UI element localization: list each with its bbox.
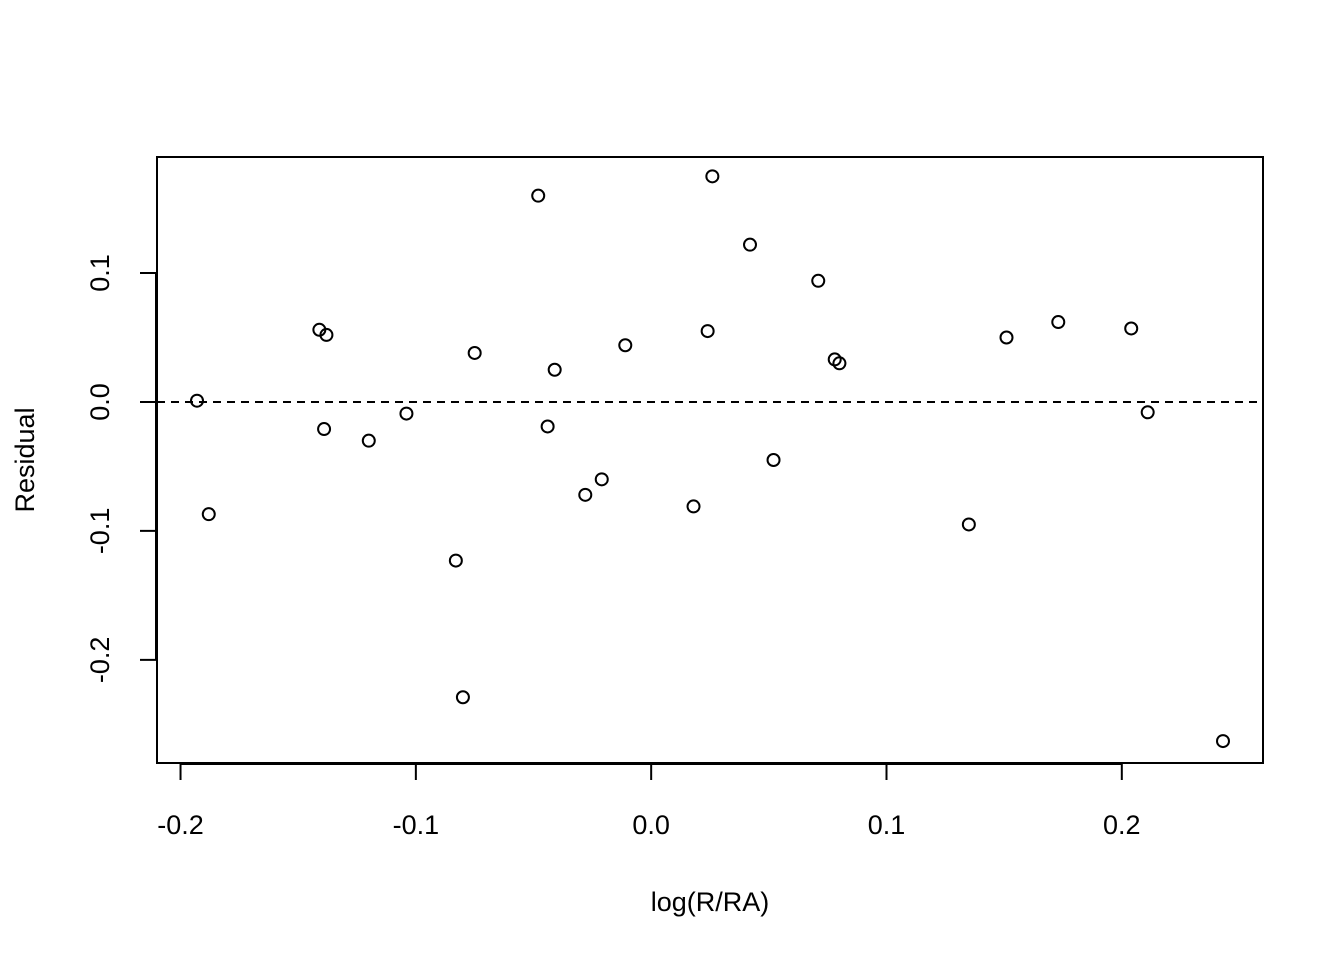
data-point: [317, 422, 332, 437]
x-axis-label: log(R/RA): [651, 887, 770, 917]
data-point: [467, 345, 482, 360]
data-point: [766, 453, 781, 467]
x-axis: -0.2 -0.1 0.0 0.1 0.2: [157, 763, 1141, 840]
data-point: [1215, 734, 1230, 749]
data-point: [455, 690, 470, 705]
data-point: [686, 499, 701, 514]
data-point: [1051, 315, 1066, 330]
data-point: [811, 273, 826, 288]
data-point: [594, 472, 609, 487]
data-point: [1124, 321, 1139, 336]
data-point: [999, 330, 1014, 345]
data-points: [190, 169, 1230, 749]
data-point: [578, 487, 593, 502]
data-point: [540, 419, 555, 434]
x-tick-label: 0.2: [1103, 810, 1141, 840]
x-tick-label: -0.1: [393, 810, 440, 840]
data-point: [319, 327, 334, 342]
data-point: [448, 553, 463, 568]
data-point: [961, 517, 976, 532]
data-point: [399, 406, 414, 421]
y-tick-label: 0.1: [85, 254, 115, 292]
y-axis: -0.2 -0.1 0.0 0.1: [85, 254, 157, 683]
data-point: [700, 324, 715, 339]
data-point: [531, 188, 546, 203]
data-point: [361, 433, 376, 448]
y-tick-label: -0.1: [85, 508, 115, 555]
data-point: [201, 507, 216, 522]
x-tick-label: 0.1: [868, 810, 906, 840]
data-point: [705, 169, 720, 184]
data-point: [190, 393, 205, 408]
y-axis-label: Residual: [10, 407, 40, 512]
data-point: [1140, 405, 1155, 420]
data-point: [832, 356, 847, 371]
data-point: [618, 338, 633, 353]
data-point: [547, 362, 562, 377]
x-tick-label: 0.0: [632, 810, 670, 840]
y-tick-label: -0.2: [85, 637, 115, 684]
x-tick-label: -0.2: [157, 810, 204, 840]
y-tick-label: 0.0: [85, 383, 115, 421]
data-point: [743, 237, 758, 252]
plot-frame: [156, 156, 1264, 764]
